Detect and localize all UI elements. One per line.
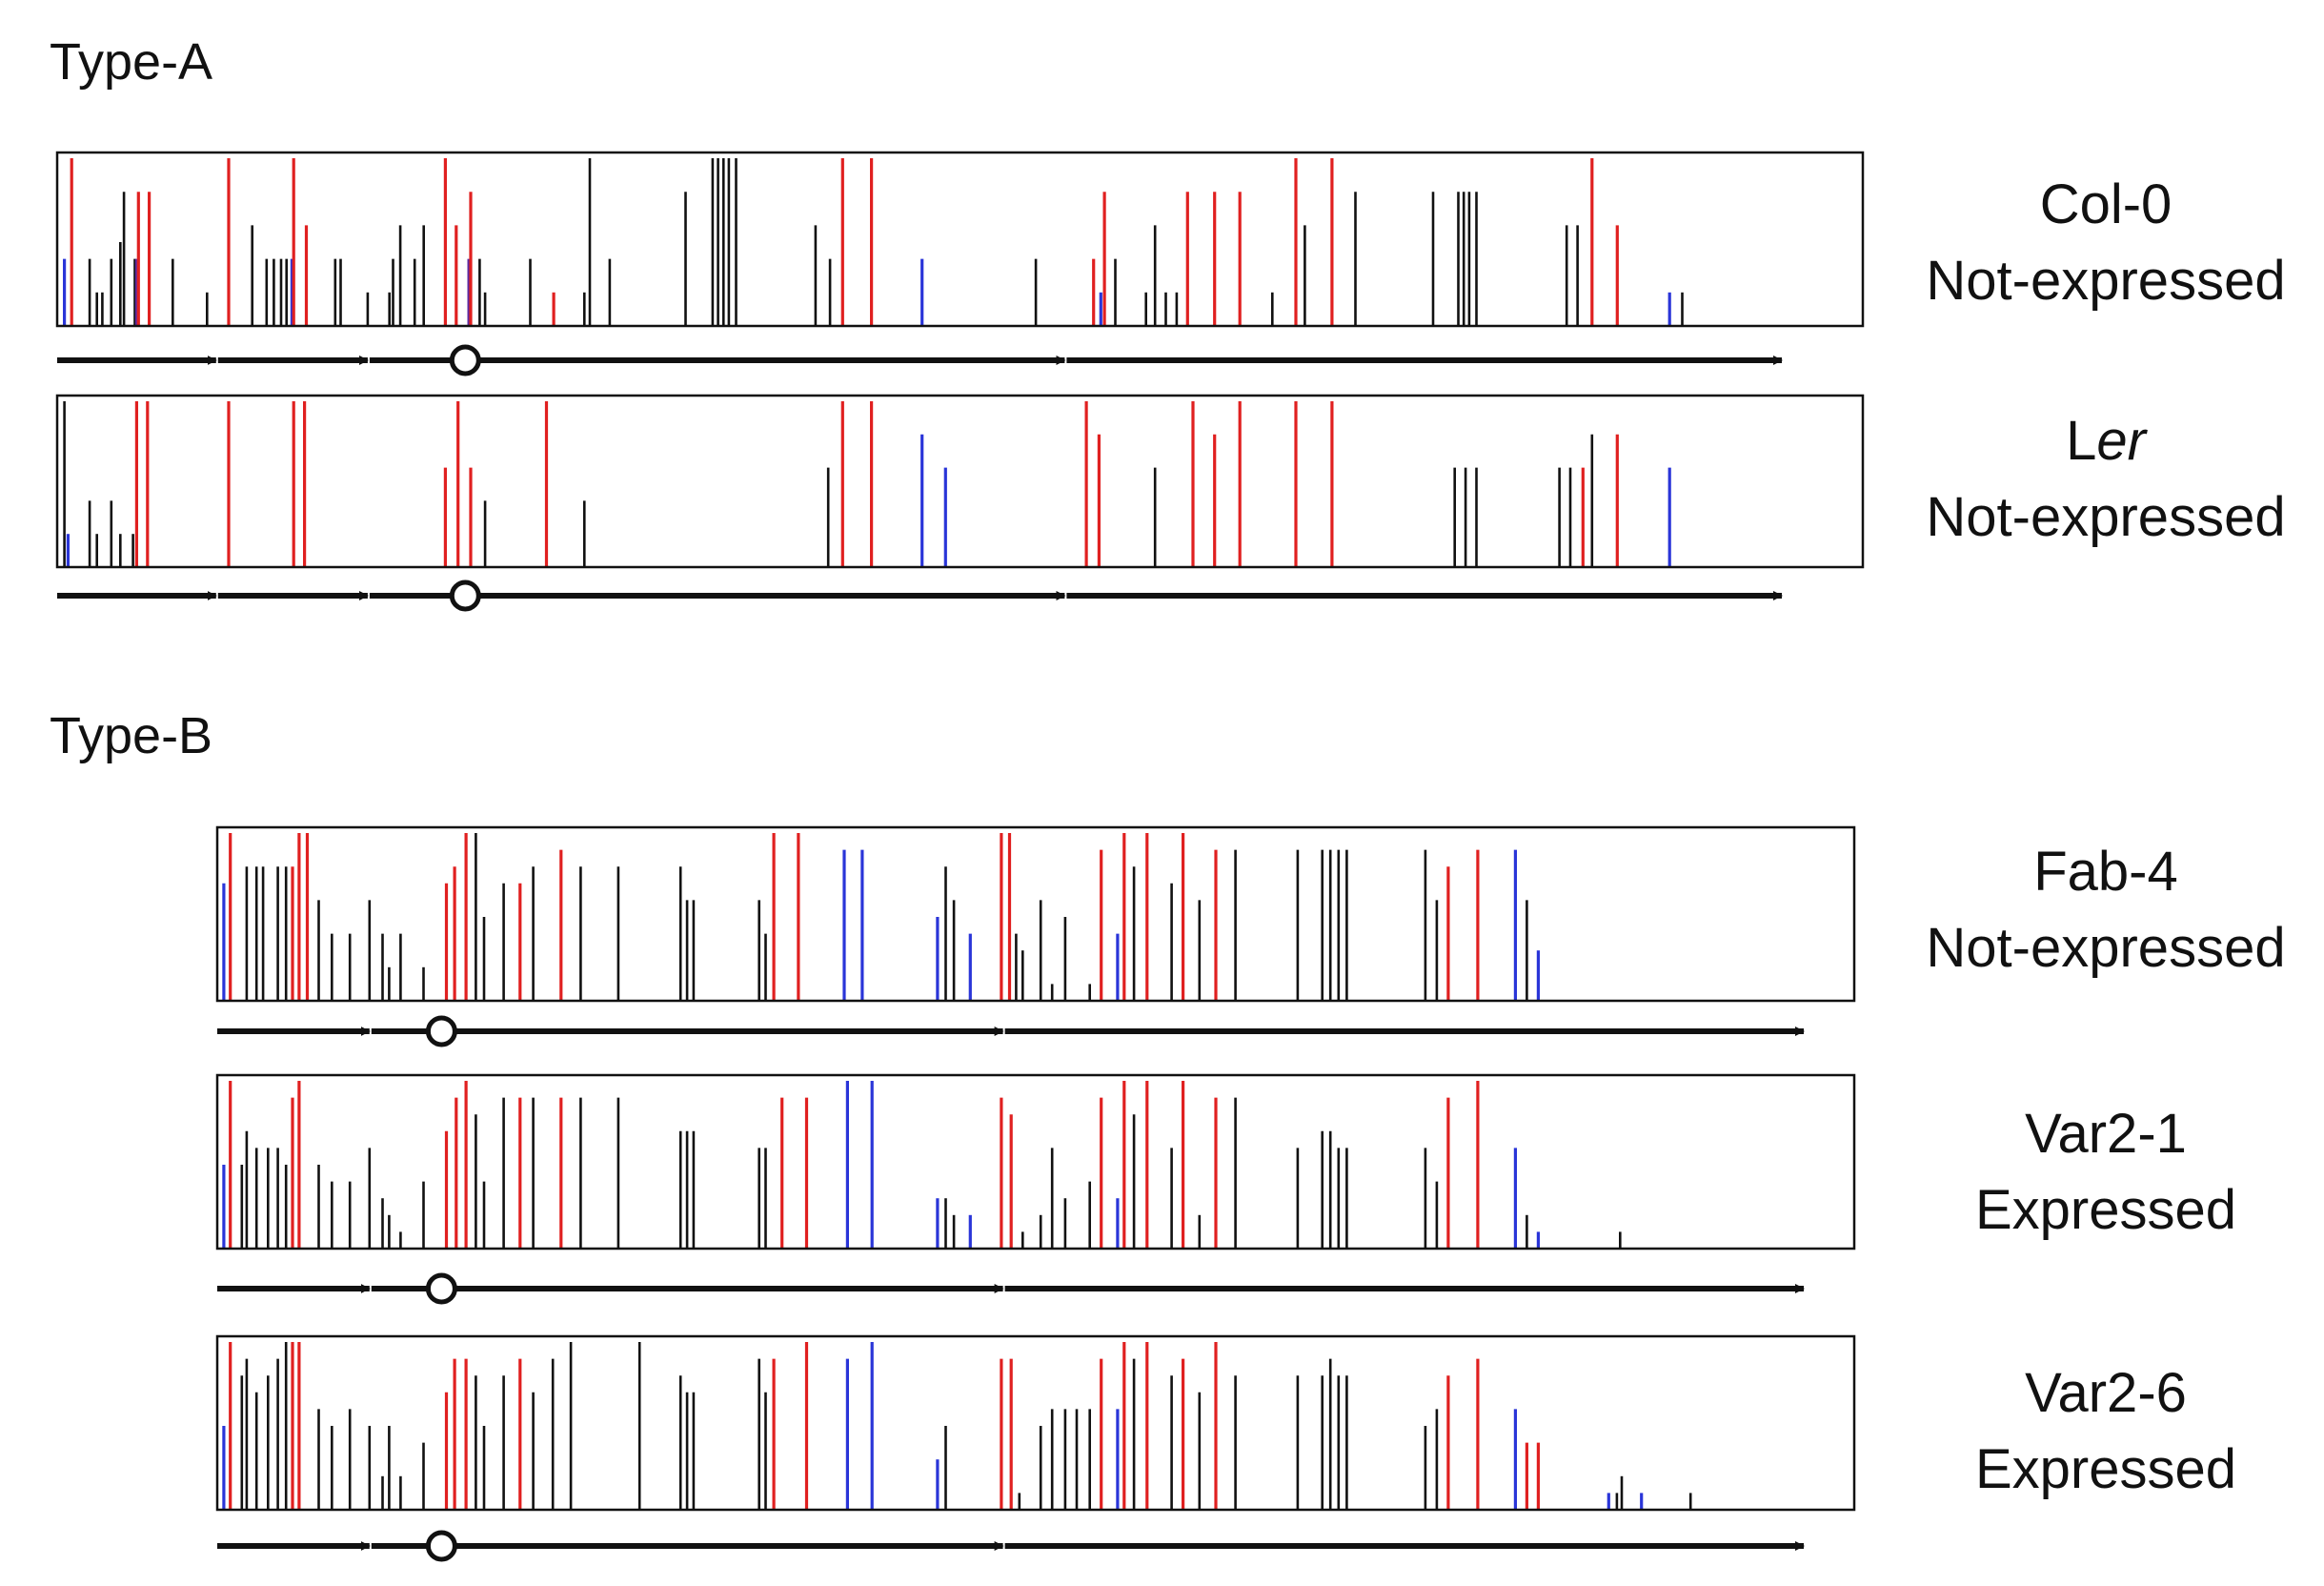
track-status-var26: Expressed [1974,1438,2237,1500]
track-status-col0: Not-expressed [1926,250,2286,312]
track-fab4 [215,825,1856,1047]
section-title-type-a: Type-A [50,33,213,91]
circle-marker [449,344,481,376]
track-col0 [55,151,1865,376]
track-label-fab4: Fab-4 Not-expressed [1906,834,2306,986]
circle-marker [425,1272,457,1305]
track-status-ler: Not-expressed [1926,486,2286,548]
track-name-ler: Ler [2066,410,2146,472]
track-frame [55,151,1865,328]
track-status-fab4: Not-expressed [1926,917,2286,979]
track-label-var21: Var2-1 Expressed [1906,1096,2306,1249]
track-frame [55,394,1865,569]
track-name-var26: Var2-6 [2025,1362,2187,1424]
circle-marker [425,1015,457,1047]
circle-marker [449,580,481,612]
track-frame [215,825,1856,1003]
track-label-ler: Ler Not-expressed [1906,403,2306,556]
track-var21 [215,1073,1856,1305]
section-title-type-b: Type-B [50,707,213,764]
track-label-var26: Var2-6 Expressed [1906,1355,2306,1508]
track-status-var21: Expressed [1974,1179,2237,1241]
circle-marker [425,1530,457,1562]
track-var26 [215,1334,1856,1562]
track-name-var21: Var2-1 [2025,1103,2187,1165]
track-name-fab4: Fab-4 [2033,841,2178,903]
track-frame [215,1334,1856,1512]
track-name-col0: Col-0 [2039,173,2172,235]
track-label-col0: Col-0 Not-expressed [1906,167,2306,319]
track-ler [55,394,1865,612]
track-frame [215,1073,1856,1250]
